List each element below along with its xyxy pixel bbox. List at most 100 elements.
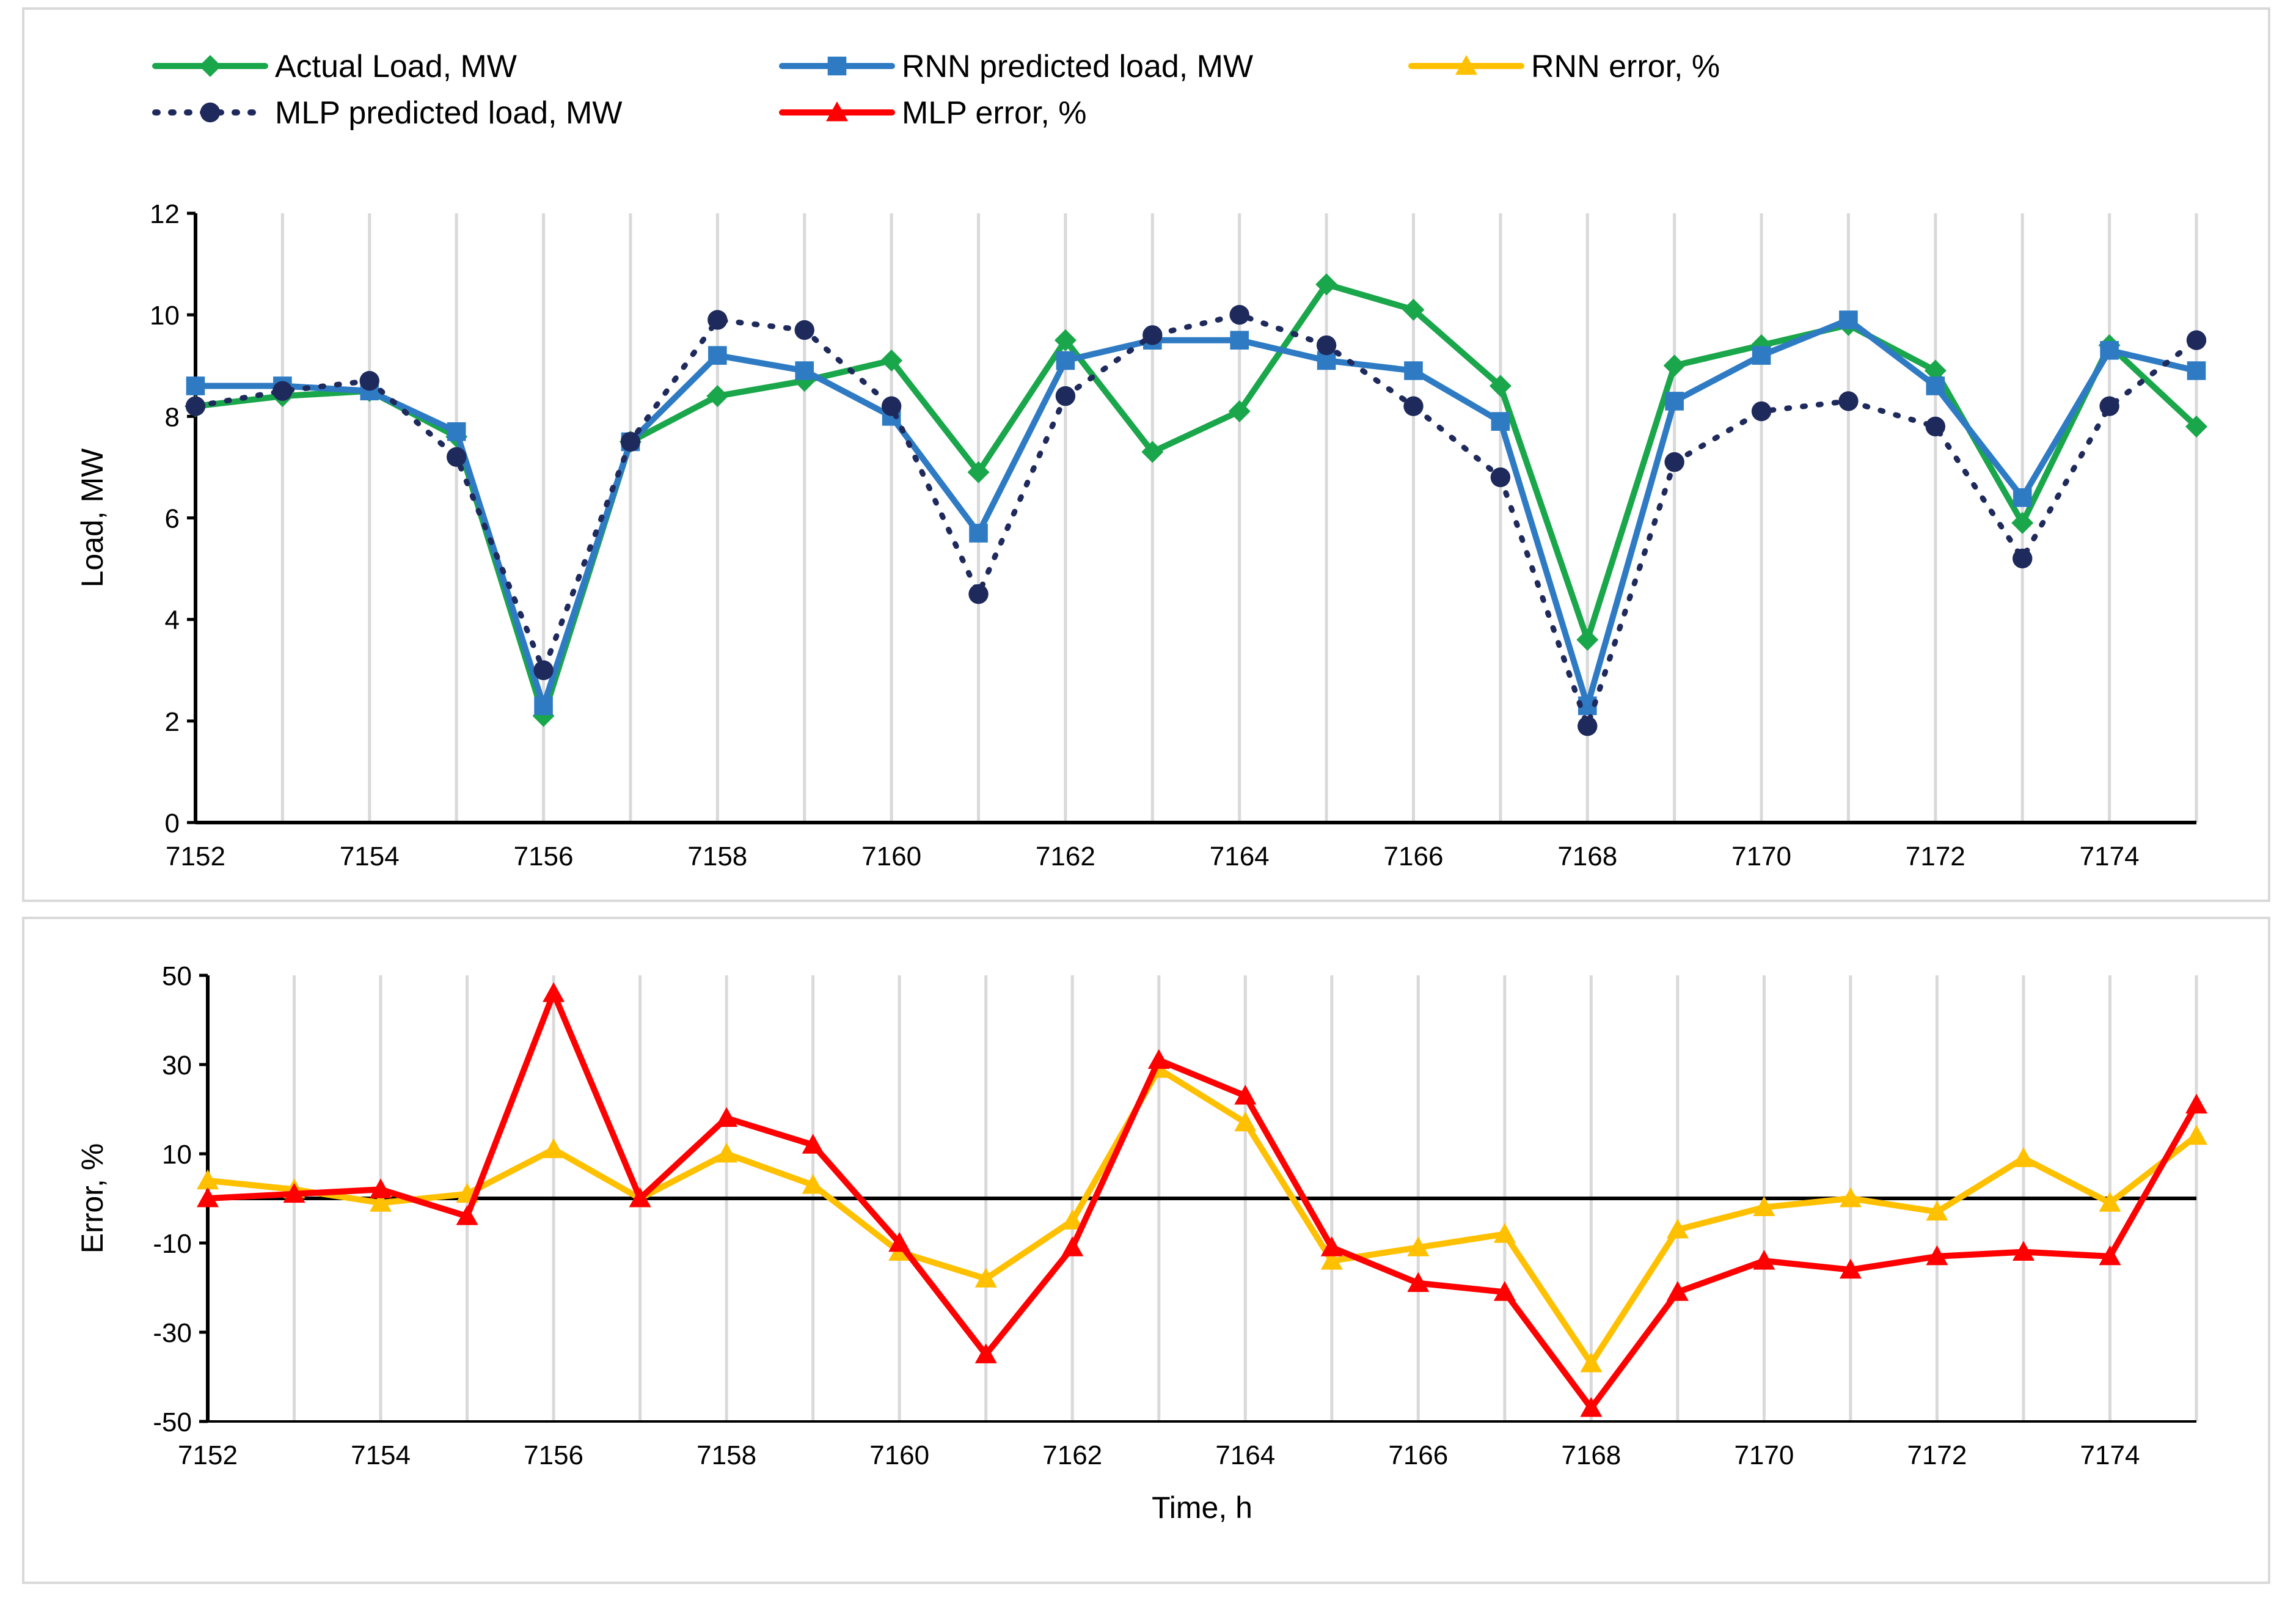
x-tick-label: 7168 [1561,1440,1621,1470]
data-point [706,385,729,408]
x-tick-label: 7162 [1042,1440,1102,1470]
series-line [205,990,2199,1412]
data-point [456,1205,478,1225]
series-line [192,317,2199,709]
data-point [1753,1196,1775,1216]
y-tick-label: 2 [165,707,180,737]
data-point [1489,375,1512,397]
y-axis-title: Load, MW [75,448,109,588]
data-point [1666,1281,1689,1301]
data-point [1407,1272,1430,1292]
data-point [1403,396,1424,416]
x-tick-label: 7160 [861,842,921,871]
data-point [543,982,565,1002]
legend-marker [200,102,221,123]
data-point [2099,1245,2121,1266]
data-point [2185,1124,2207,1145]
data-point [272,381,293,401]
x-tick-label: 7174 [2080,1440,2140,1470]
y-tick-label: 0 [165,809,180,838]
data-point [1580,1352,1603,1373]
error-chart: -50 -30 -10 10 30 50 7152 7154 7156 7158 7160 7162 7… [75,961,2207,1525]
data-point [1320,1250,1343,1270]
data-point [888,1232,911,1252]
series-rnn-predicted-load-mw [186,310,2206,716]
x-tick-label: 7156 [514,842,574,871]
legend-label: MLP predicted load, MW [275,95,622,131]
legend-label: RNN error, % [1531,49,1720,84]
data-point [715,1143,738,1163]
grid-lines [280,213,2198,823]
y-tick-label: 10 [150,301,180,331]
data-point [707,310,728,330]
data-point [2185,415,2207,438]
legend-label: Actual Load, MW [275,49,517,84]
x-tick-label: 7152 [166,842,225,871]
y-tick-label: -50 [153,1407,192,1437]
axes: 0 2 4 6 8 10 12 7152 7154 7156 7158 7160 7162 7164 716… [150,199,2196,871]
series-line [192,312,2199,729]
data-point [2013,548,2033,569]
data-point [2187,361,2206,380]
data-point [2012,1147,2035,1167]
data-point [1054,329,1077,351]
data-point [1926,376,1945,395]
x-tick-label: 7160 [869,1440,929,1470]
data-point [1493,1223,1516,1243]
legend-item-rnn-error: RNN error, % [1408,49,1720,84]
data-point [1663,354,1686,377]
data-point [974,1343,997,1363]
data-point [1230,331,1249,350]
data-point [802,1134,824,1154]
data-point [1925,416,1946,437]
legend-item-actual-load-mw: Actual Load, MW [152,49,517,84]
legend-label: MLP error, % [902,95,1086,131]
data-point [802,1174,824,1194]
data-point [447,422,466,441]
y-tick-label: -10 [153,1229,192,1259]
data-point [1665,392,1684,411]
data-point [1666,1219,1689,1239]
data-point [708,346,727,365]
data-point [967,461,990,483]
error-chart-panel: -50 -30 -10 10 30 50 7152 7154 7156 7158 7160 7162 7… [22,917,2270,1584]
data-point [1752,346,1771,365]
legend-marker [826,101,848,122]
data-point [1404,361,1423,380]
data-point [1055,386,1076,406]
data-point [1316,335,1337,356]
legend: Actual Load, MW RNN predicted load, MW RNN… [152,49,1720,131]
data-point [1143,325,1163,345]
data-point [974,1267,997,1288]
x-tick-label: 7170 [1734,1440,1794,1470]
legend-marker [827,56,847,76]
data-point [533,660,554,680]
data-point [1493,1281,1516,1301]
data-point [1491,412,1510,431]
y-tick-label: 50 [162,961,192,991]
data-point [1926,1200,1948,1221]
x-tick-label: 7154 [340,842,400,871]
data-point [1141,441,1164,463]
data-point [186,376,205,395]
data-point [370,1178,392,1198]
series-line [192,281,2199,719]
data-point [1228,400,1251,423]
data-point [1839,1187,1862,1208]
data-point [1839,1258,1862,1279]
series-group [197,982,2207,1417]
y-axis-title: Error, % [75,1143,109,1254]
x-tick-label: 7164 [1215,1440,1275,1470]
legend-item-rnn-predicted-load-mw: RNN predicted load, MW [779,49,1253,84]
load-chart-panel: Actual Load, MW RNN predicted load, MW RNN… [22,7,2270,902]
x-tick-label: 7172 [1906,842,1965,871]
legend-marker [199,55,221,77]
data-point [1234,1085,1257,1105]
data-point [2100,341,2119,360]
data-point [881,396,902,416]
data-point [1753,1250,1775,1270]
data-point [1061,1236,1084,1256]
data-point [629,1187,651,1208]
x-tick-label: 7166 [1388,1440,1448,1470]
data-point [1926,1245,1948,1266]
